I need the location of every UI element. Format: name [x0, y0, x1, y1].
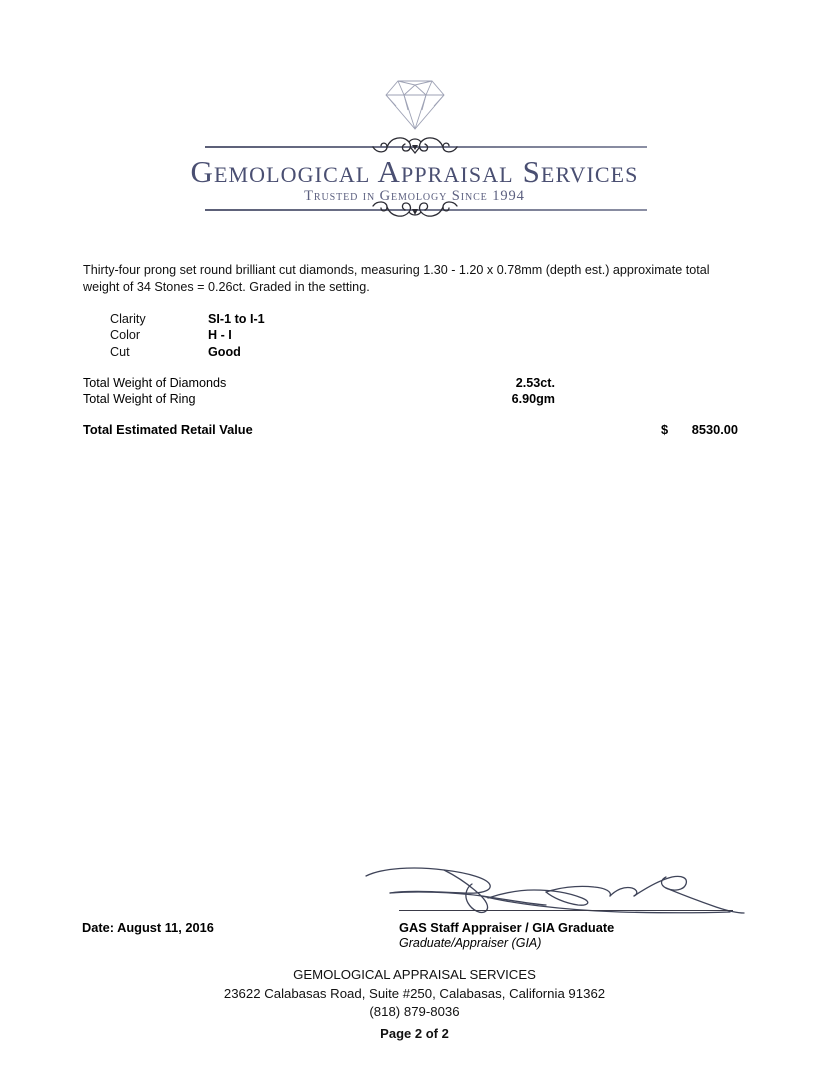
header-rule-top — [205, 146, 647, 148]
diamond-icon — [382, 76, 448, 134]
page-title: Gemological Appraisal Services — [190, 154, 639, 189]
weight-label-ring: Total Weight of Ring — [83, 392, 196, 407]
appraisal-date: Date: August 11, 2016 — [82, 920, 214, 935]
footer-phone: (818) 879-8036 — [369, 1004, 460, 1019]
item-description: Thirty-four prong set round brilliant cu… — [83, 263, 710, 294]
ornamental-flourish-icon — [371, 132, 459, 158]
appraiser-subtitle: Graduate/Appraiser (GIA) — [399, 936, 542, 950]
signature-line — [399, 910, 733, 911]
signature-block: GAS Staff Appraiser / GIA Graduate Gradu… — [0, 860, 829, 960]
letterhead: Gemological Appraisal Services Trusted i… — [0, 76, 829, 236]
grade-label-clarity: Clarity — [110, 312, 146, 326]
grade-value-clarity: SI-1 to I-1 — [208, 312, 265, 326]
grade-label-color: Color — [110, 328, 141, 343]
page-number: Page 2 of 2 — [380, 1025, 449, 1041]
grade-value-color: H - I — [208, 328, 232, 343]
footer-address: 23622 Calabasas Road, Suite #250, Calaba… — [223, 985, 606, 1001]
weight-value-ring: 6.90gm — [511, 392, 555, 407]
table-row: Cut Good — [110, 344, 265, 360]
brand-tagline: Trusted in Gemology Since 1994 — [304, 188, 525, 204]
footer: GEMOLOGICAL APPRAISAL SERVICES 23622 Cal… — [0, 966, 829, 1043]
retail-value-amount: 8530.00 — [691, 422, 738, 437]
weight-value-diamonds: 2.53ct. — [515, 376, 555, 390]
handwritten-signature-icon — [360, 860, 750, 922]
grading-table: Clarity SI-1 to I-1 Color H - I Cut Good — [110, 311, 265, 360]
table-row: Total Weight of Diamonds 2.53ct. — [83, 375, 738, 391]
appraiser-title: GAS Staff Appraiser / GIA Graduate — [399, 920, 615, 935]
grade-value-cut: Good — [208, 344, 241, 359]
table-row: Color H - I — [110, 327, 265, 343]
weight-label-diamonds: Total Weight of Diamonds — [83, 376, 227, 390]
table-row: Clarity SI-1 to I-1 — [110, 311, 265, 327]
table-row: Total Weight of Ring 6.90gm — [83, 391, 738, 407]
currency-symbol: $ — [661, 422, 669, 437]
grade-label-cut: Cut — [110, 344, 130, 359]
footer-company: GEMOLOGICAL APPRAISAL SERVICES — [293, 967, 536, 982]
weights-section: Total Weight of Diamonds 2.53ct. Total W… — [83, 375, 738, 408]
retail-value-label: Total Estimated Retail Value — [83, 422, 253, 437]
ornamental-flourish-icon — [371, 200, 459, 224]
